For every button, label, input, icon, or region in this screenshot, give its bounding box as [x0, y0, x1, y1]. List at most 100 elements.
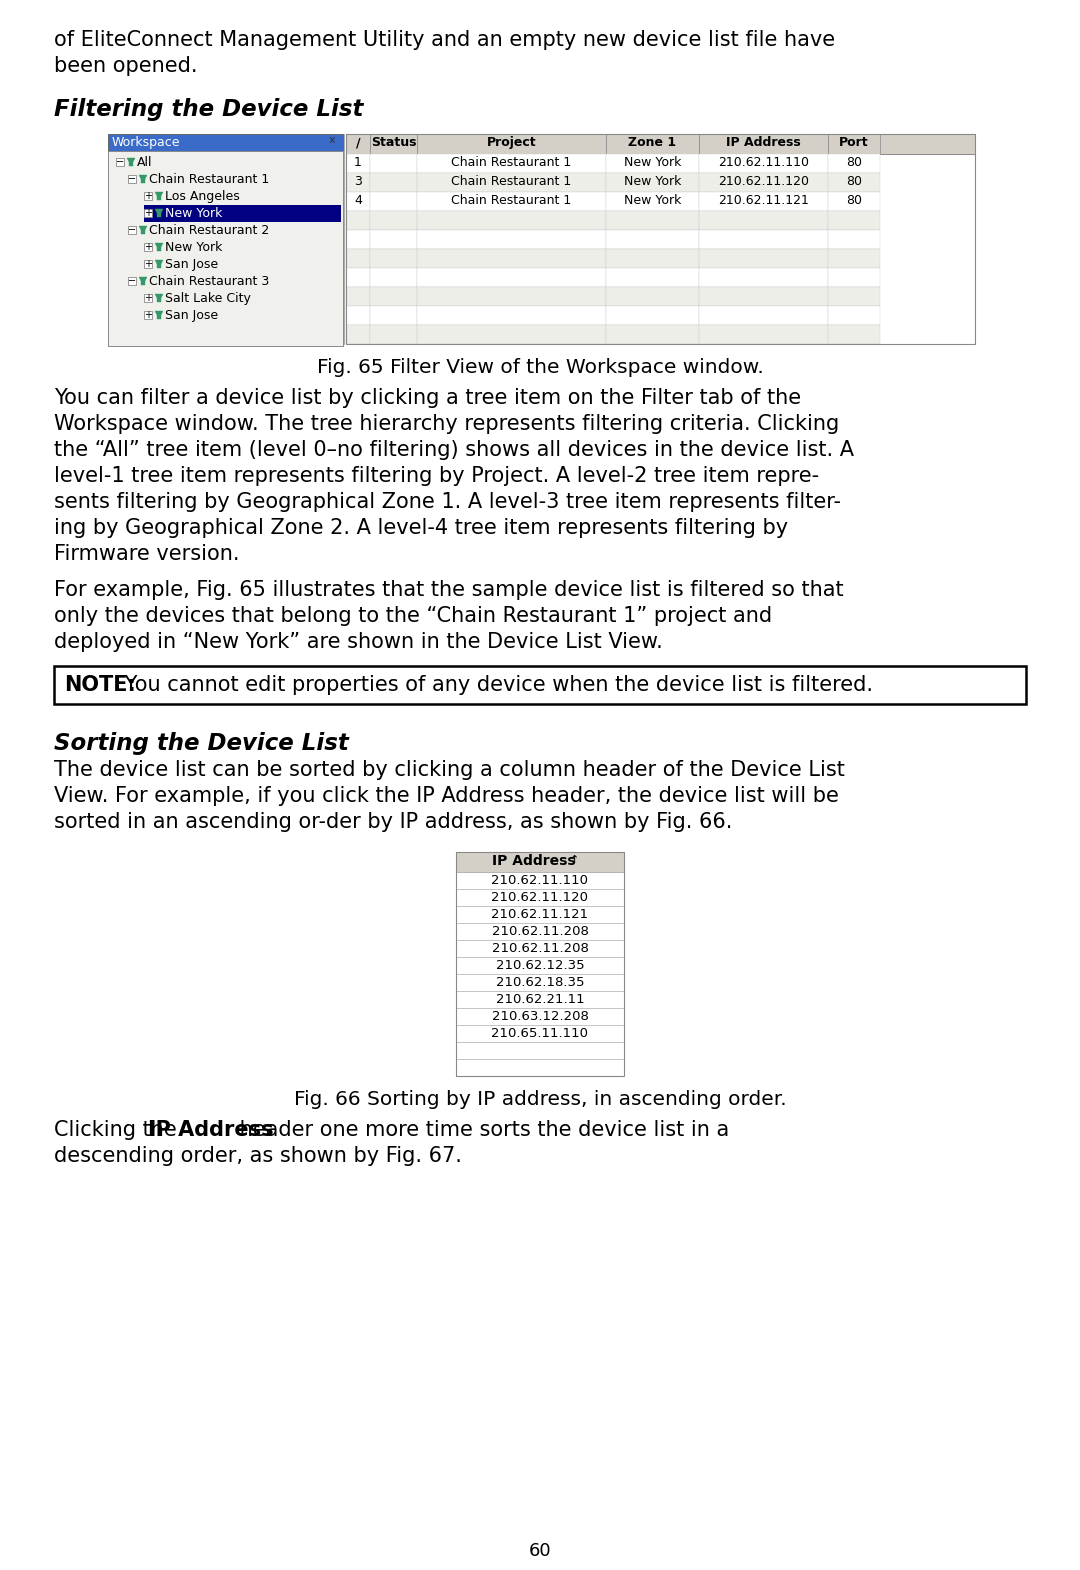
Text: San Jose: San Jose: [165, 257, 218, 272]
Bar: [417, 287, 606, 306]
Bar: [417, 192, 606, 210]
Bar: [370, 192, 417, 210]
Text: New York: New York: [165, 207, 222, 220]
Bar: [417, 325, 606, 344]
Text: +: +: [144, 294, 152, 303]
Text: The device list can be sorted by clicking a column header of the Device List: The device list can be sorted by clickin…: [54, 760, 845, 780]
Text: 210.63.12.208: 210.63.12.208: [491, 1010, 589, 1024]
Text: the “All” tree item (level 0–no filtering) shows all devices in the device list.: the “All” tree item (level 0–no filterin…: [54, 440, 854, 460]
Bar: [129, 276, 136, 286]
Bar: [456, 1060, 624, 1075]
Text: New York: New York: [623, 195, 681, 207]
Text: You can filter a device list by clicking a tree item on the Filter tab of the: You can filter a device list by clicking…: [54, 388, 801, 408]
Polygon shape: [127, 159, 135, 166]
Text: Zone 1: Zone 1: [629, 137, 676, 149]
Polygon shape: [156, 192, 163, 199]
Bar: [699, 287, 827, 306]
Text: 80: 80: [846, 155, 862, 170]
Bar: [370, 229, 417, 250]
Text: +: +: [144, 309, 152, 320]
Bar: [827, 192, 880, 210]
Bar: [827, 268, 880, 287]
Text: Salt Lake City: Salt Lake City: [165, 292, 251, 305]
Bar: [456, 991, 624, 1008]
Text: 210.62.11.110: 210.62.11.110: [718, 155, 809, 170]
Bar: [417, 268, 606, 287]
Polygon shape: [139, 276, 147, 286]
Bar: [699, 229, 827, 250]
Bar: [370, 306, 417, 325]
Text: View. For example, if you click the IP Address header, the device list will be: View. For example, if you click the IP A…: [54, 787, 839, 805]
Text: 210.62.21.11: 210.62.21.11: [496, 992, 584, 1006]
Bar: [699, 133, 827, 154]
Bar: [370, 133, 417, 154]
Text: −: −: [116, 157, 124, 166]
Bar: [144, 209, 152, 217]
Bar: [606, 325, 699, 344]
Text: −: −: [127, 174, 136, 184]
Bar: [370, 210, 417, 229]
Text: IP Address: IP Address: [726, 137, 800, 149]
Bar: [108, 133, 343, 151]
Bar: [144, 192, 152, 199]
Text: Project: Project: [487, 137, 537, 149]
Bar: [108, 151, 343, 345]
Text: You cannot edit properties of any device when the device list is filtered.: You cannot edit properties of any device…: [118, 675, 873, 696]
Polygon shape: [139, 174, 147, 184]
Bar: [827, 287, 880, 306]
Text: Chain Restaurant 1: Chain Restaurant 1: [451, 195, 571, 207]
Bar: [346, 268, 370, 287]
Text: ↑: ↑: [570, 856, 579, 865]
Text: +: +: [144, 242, 152, 253]
Text: deployed in “New York” are shown in the Device List View.: deployed in “New York” are shown in the …: [54, 633, 663, 652]
Bar: [827, 210, 880, 229]
Text: of EliteConnect Management Utility and an empty new device list file have: of EliteConnect Management Utility and a…: [54, 30, 835, 50]
Bar: [456, 923, 624, 940]
Bar: [699, 192, 827, 210]
Text: New York: New York: [623, 155, 681, 170]
Bar: [144, 206, 341, 221]
Text: For example, Fig. 65 illustrates that the sample device list is filtered so that: For example, Fig. 65 illustrates that th…: [54, 579, 843, 600]
Bar: [370, 325, 417, 344]
Text: descending order, as shown by Fig. 67.: descending order, as shown by Fig. 67.: [54, 1146, 462, 1167]
Bar: [827, 154, 880, 173]
Text: 210.62.12.35: 210.62.12.35: [496, 959, 584, 972]
Bar: [456, 1025, 624, 1042]
Bar: [346, 210, 370, 229]
Bar: [606, 250, 699, 268]
Bar: [456, 853, 624, 871]
Bar: [417, 173, 606, 192]
Bar: [346, 133, 370, 154]
Text: Workspace window. The tree hierarchy represents filtering criteria. Clicking: Workspace window. The tree hierarchy rep…: [54, 414, 839, 433]
Bar: [456, 889, 624, 906]
Text: Firmware version.: Firmware version.: [54, 543, 240, 564]
Text: Chain Restaurant 1: Chain Restaurant 1: [451, 155, 571, 170]
Bar: [417, 250, 606, 268]
Bar: [827, 325, 880, 344]
Bar: [456, 906, 624, 923]
Text: 210.62.11.208: 210.62.11.208: [491, 942, 589, 955]
Bar: [370, 287, 417, 306]
Bar: [346, 306, 370, 325]
Bar: [370, 250, 417, 268]
Bar: [417, 210, 606, 229]
Bar: [346, 287, 370, 306]
Text: sents filtering by Geographical Zone 1. A level-3 tree item represents filter-: sents filtering by Geographical Zone 1. …: [54, 491, 841, 512]
Text: San Jose: San Jose: [165, 309, 218, 322]
Bar: [827, 133, 880, 154]
Bar: [606, 192, 699, 210]
Polygon shape: [156, 311, 163, 319]
Bar: [144, 243, 152, 251]
Text: Port: Port: [839, 137, 868, 149]
Bar: [456, 940, 624, 958]
Text: NOTE:: NOTE:: [64, 675, 136, 696]
Text: 210.62.18.35: 210.62.18.35: [496, 977, 584, 989]
Text: New York: New York: [165, 242, 222, 254]
Text: 60: 60: [529, 1542, 551, 1561]
Text: 210.62.11.120: 210.62.11.120: [718, 174, 809, 188]
Bar: [456, 973, 624, 991]
Bar: [144, 261, 152, 268]
Text: Clicking the: Clicking the: [54, 1119, 184, 1140]
Polygon shape: [139, 226, 147, 234]
Bar: [370, 268, 417, 287]
